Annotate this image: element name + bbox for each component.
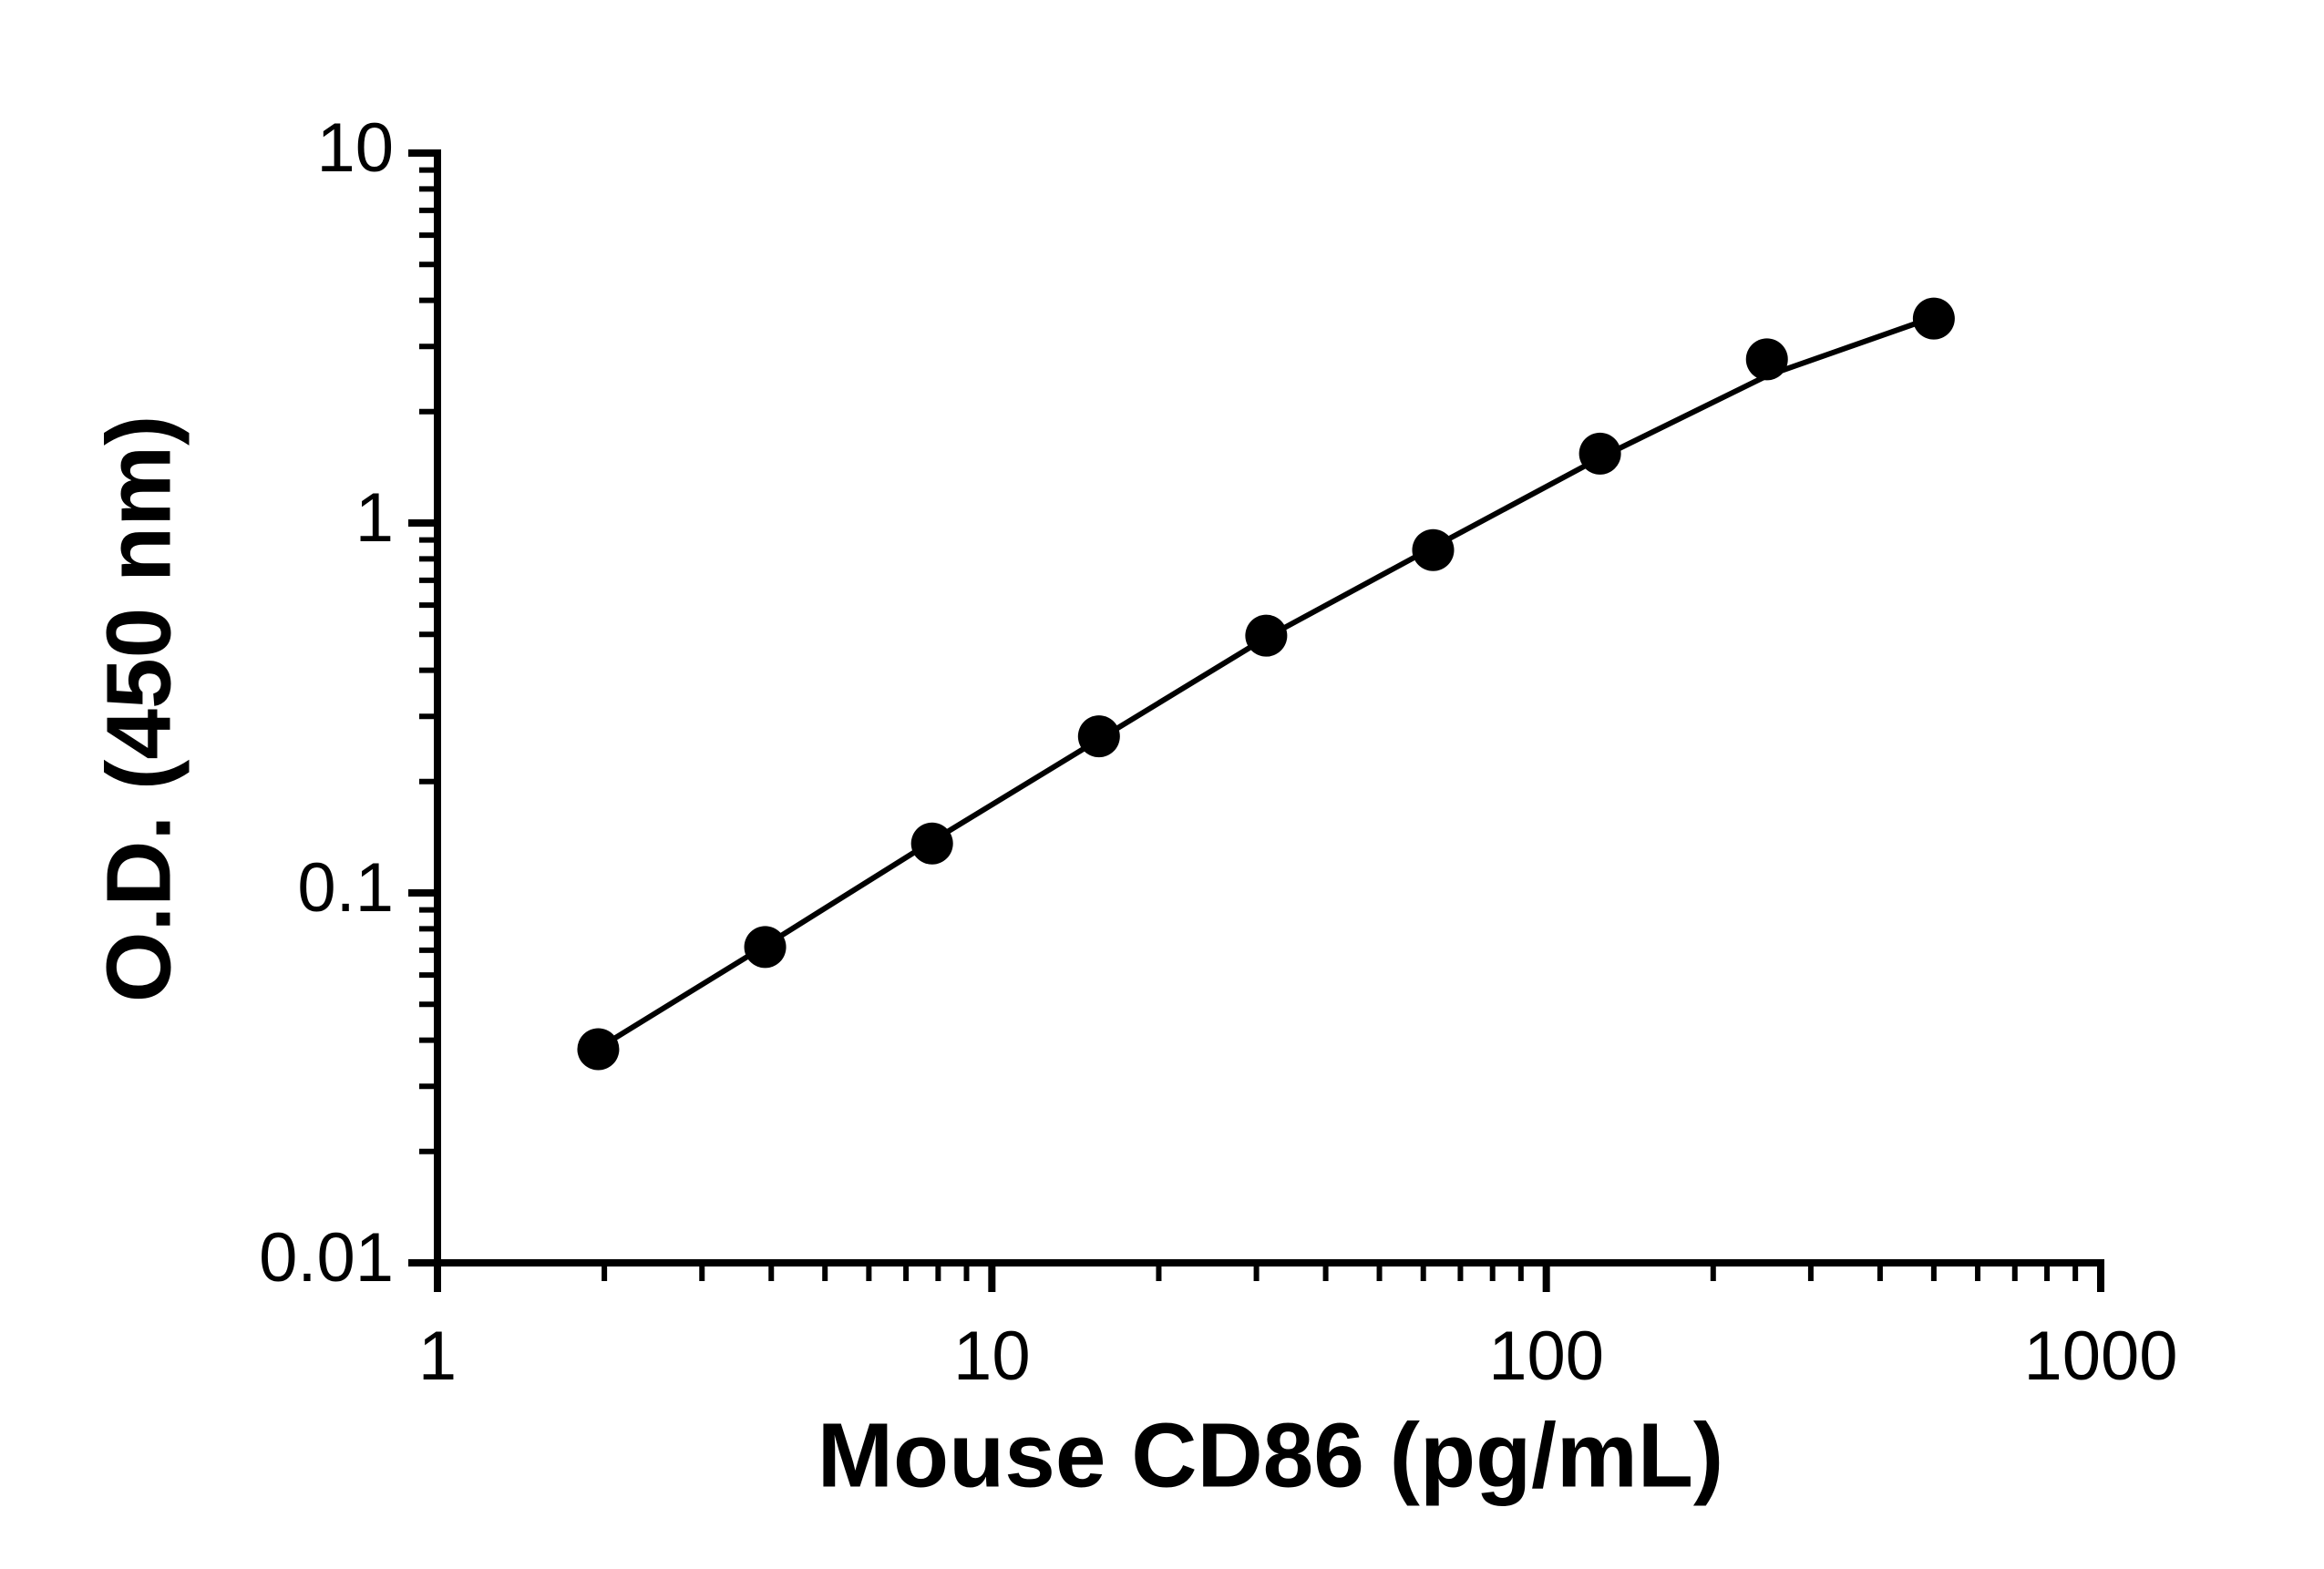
data-point	[577, 1028, 620, 1071]
y-axis-title: O.D. (450 nm)	[87, 415, 190, 1003]
y-tick-label: 0.01	[259, 1219, 394, 1297]
data-point	[1077, 715, 1120, 758]
data-point	[1745, 338, 1788, 381]
y-tick-label: 0.1	[297, 849, 394, 927]
x-tick-label: 1	[418, 1318, 457, 1395]
data-point	[1912, 297, 1955, 340]
data-point	[1245, 614, 1288, 657]
x-tick-label: 1000	[2023, 1318, 2177, 1395]
x-tick-label: 10	[953, 1318, 1031, 1395]
x-axis-title: Mouse CD86 (pg/mL)	[818, 1404, 1723, 1506]
data-point	[744, 926, 787, 969]
data-point	[1578, 432, 1621, 475]
x-tick-label: 100	[1488, 1318, 1604, 1395]
y-tick-label: 10	[316, 109, 394, 187]
data-point	[910, 822, 953, 865]
data-point	[1412, 528, 1455, 571]
fit-curve	[596, 314, 1935, 1051]
y-tick-label: 1	[355, 479, 394, 557]
